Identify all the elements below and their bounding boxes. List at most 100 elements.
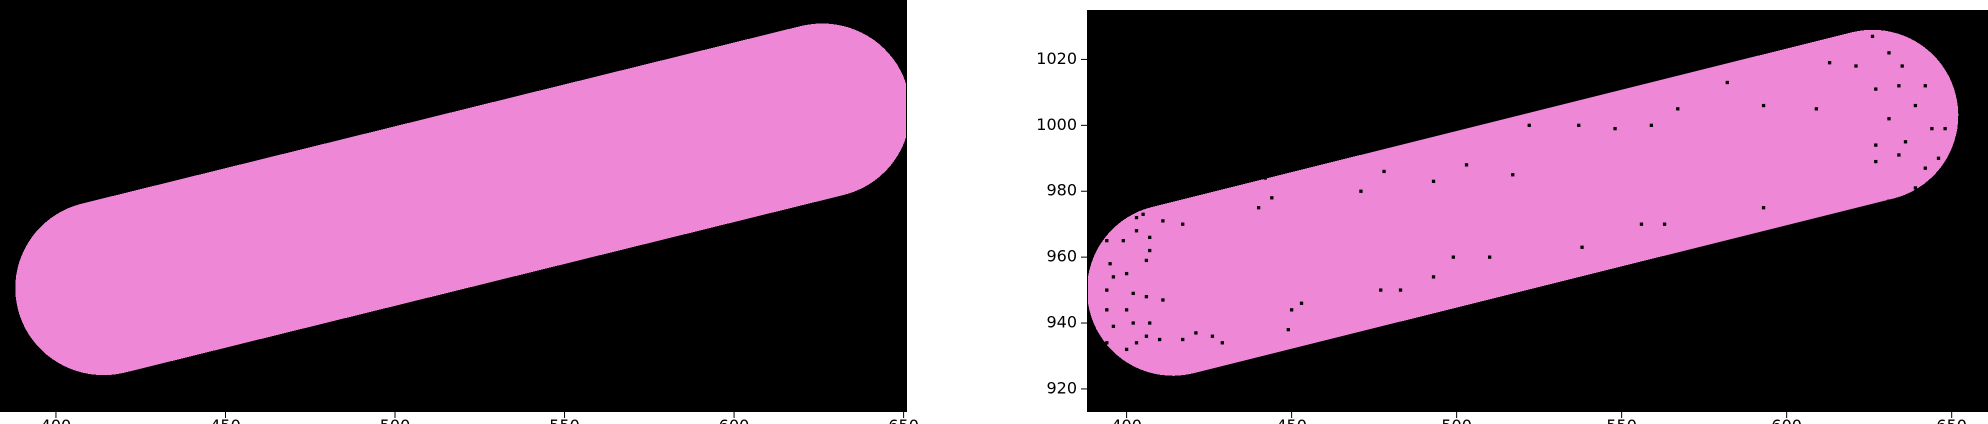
- noise-dot: [1913, 186, 1918, 190]
- y-tick-label: 980: [1046, 181, 1077, 200]
- noise-dot: [1431, 275, 1436, 279]
- noise-dot: [1649, 123, 1654, 127]
- noise-dot: [1134, 341, 1139, 345]
- noise-dot: [1613, 126, 1617, 131]
- noise-dot: [1286, 327, 1290, 332]
- noise-dot: [1220, 341, 1224, 345]
- noise-dot: [1676, 107, 1680, 111]
- noise-dot: [1897, 84, 1901, 88]
- plot-area: [1087, 29, 1959, 376]
- noise-dot: [1874, 87, 1878, 91]
- noise-dot: [1108, 262, 1112, 266]
- noise-dot: [1181, 337, 1185, 342]
- noise-dot: [1887, 51, 1891, 55]
- noise-dot: [1105, 341, 1109, 345]
- noise-dot: [1141, 212, 1145, 216]
- x-tick-label: 500: [380, 416, 411, 424]
- noise-dot: [1134, 229, 1139, 233]
- capsule: [1087, 29, 1959, 376]
- noise-dot: [1148, 321, 1152, 325]
- noise-dot: [1148, 235, 1152, 240]
- noise-dot: [1761, 103, 1766, 108]
- x-tick-label: 450: [210, 416, 241, 424]
- noise-dot: [1870, 34, 1875, 39]
- noise-dot: [1121, 239, 1125, 243]
- y-tick-label: 940: [1046, 313, 1077, 332]
- x-tick-label: 450: [1276, 416, 1307, 424]
- y-tick-label: 920: [1046, 378, 1077, 397]
- noise-dot: [1487, 255, 1492, 259]
- capsule: [15, 23, 907, 376]
- noise-dot: [1181, 222, 1185, 226]
- noise-dot: [1827, 61, 1832, 65]
- noise-dot: [1210, 334, 1215, 338]
- noise-dot: [1359, 189, 1363, 193]
- noise-dot: [1270, 196, 1274, 200]
- plot-area: [15, 23, 907, 376]
- noise-dot: [1379, 288, 1383, 292]
- noise-dot: [1814, 107, 1819, 111]
- noise-dot: [1761, 206, 1766, 210]
- x-tick-label: 500: [1441, 416, 1472, 424]
- y-tick-label: 1020: [1036, 49, 1077, 68]
- noise-dot: [1289, 308, 1294, 312]
- noise-dot: [1874, 159, 1878, 164]
- noise-dot: [1105, 308, 1109, 312]
- noise-dot: [1431, 179, 1436, 183]
- noise-dot: [1398, 288, 1403, 292]
- noise-dot: [1161, 298, 1165, 302]
- noise-dot: [1874, 143, 1878, 147]
- x-tick-label: 600: [719, 416, 750, 424]
- noise-dot: [1111, 324, 1116, 328]
- noise-dot: [1897, 153, 1901, 157]
- noise-dot: [1299, 301, 1304, 305]
- noise-dot: [1451, 255, 1455, 259]
- x-tick-label: 400: [41, 416, 72, 424]
- noise-dot: [1887, 199, 1891, 203]
- axes-frame: [0, 0, 907, 412]
- noise-dot: [1105, 239, 1109, 243]
- x-tick-label: 600: [1771, 416, 1802, 424]
- noise-dot: [1943, 126, 1947, 131]
- noise-dot: [1263, 176, 1267, 180]
- noise-dot: [1900, 64, 1904, 68]
- noise-dot: [1256, 206, 1261, 210]
- noise-dot: [1903, 140, 1908, 144]
- noise-dot: [1131, 291, 1135, 296]
- noise-dot: [1527, 123, 1531, 127]
- noise-dot: [1124, 347, 1129, 352]
- noise-dot: [1936, 156, 1941, 160]
- y-tick-label: 1000: [1036, 115, 1077, 134]
- noise-dot: [1111, 275, 1116, 279]
- x-tick-label: 650: [1936, 416, 1967, 424]
- noise-dot: [1854, 64, 1858, 68]
- noise-dot: [1144, 295, 1149, 299]
- noise-dot: [1580, 245, 1584, 249]
- noise-dot: [1725, 80, 1729, 85]
- noise-dot: [1662, 222, 1667, 226]
- noise-dot: [1131, 321, 1135, 325]
- noise-dot: [1913, 103, 1918, 108]
- noise-dot: [1144, 334, 1149, 338]
- x-tick-label: 400: [1111, 416, 1142, 424]
- noise-dot: [1105, 288, 1109, 292]
- noise-dot: [1464, 163, 1469, 167]
- x-tick-label: 650: [888, 416, 919, 424]
- noise-dot: [1382, 169, 1386, 174]
- noise-dot: [1124, 308, 1129, 312]
- noise-dot: [1923, 166, 1927, 170]
- noise-dot: [1148, 248, 1152, 253]
- y-tick-label: 960: [1046, 247, 1077, 266]
- noise-dot: [1157, 337, 1162, 342]
- noise-dot: [1194, 331, 1198, 335]
- x-tick-label: 550: [1606, 416, 1637, 424]
- noise-dot: [1134, 215, 1139, 220]
- noise-dot: [1161, 219, 1165, 223]
- noise-dot: [1511, 173, 1515, 177]
- noise-dot: [1144, 258, 1149, 263]
- noise-dot: [1124, 271, 1129, 276]
- noise-dot: [1639, 222, 1644, 226]
- noise-dot: [1930, 126, 1934, 131]
